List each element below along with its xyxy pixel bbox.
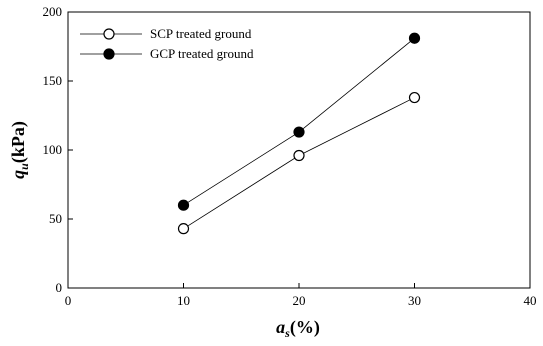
y-axis-title-unit: (kPa) <box>8 121 29 163</box>
x-axis-title-main: a <box>276 317 285 337</box>
legend-label: GCP treated ground <box>150 46 254 61</box>
y-tick-label: 50 <box>49 211 62 226</box>
y-tick-label: 200 <box>43 4 63 19</box>
x-tick-label: 0 <box>65 293 72 308</box>
legend-marker <box>103 48 115 60</box>
data-point <box>408 91 421 104</box>
legend: SCP treated ground GCP treated ground <box>80 26 254 61</box>
data-point <box>293 126 305 138</box>
x-axis-title: as(%) <box>276 317 320 340</box>
x-tick-label: 30 <box>408 293 421 308</box>
y-axis-title-sub: u <box>17 163 31 170</box>
data-point <box>177 223 190 235</box>
y-axis-title-main: q <box>8 170 28 179</box>
x-tick-label: 10 <box>177 293 190 308</box>
y-axis-title: qu(kPa) <box>8 121 31 179</box>
y-tick-label: 150 <box>43 73 63 88</box>
x-tick-label: 40 <box>524 293 537 308</box>
y-tick-label: 100 <box>43 142 63 157</box>
x-tick-label: 20 <box>293 293 306 308</box>
series <box>177 32 421 235</box>
x-axis-title-sub: s <box>284 326 290 340</box>
series-line <box>183 37 415 206</box>
data-point <box>177 199 190 211</box>
legend-marker <box>103 28 115 40</box>
series-line <box>183 97 415 229</box>
ticks: 0 10 20 30 40 0 50 100 150 200 <box>43 4 537 308</box>
data-point <box>408 32 421 44</box>
data-point <box>293 149 305 162</box>
legend-label: SCP treated ground <box>150 26 252 41</box>
y-tick-label: 0 <box>56 280 63 295</box>
x-axis-title-unit: (%) <box>290 317 320 338</box>
